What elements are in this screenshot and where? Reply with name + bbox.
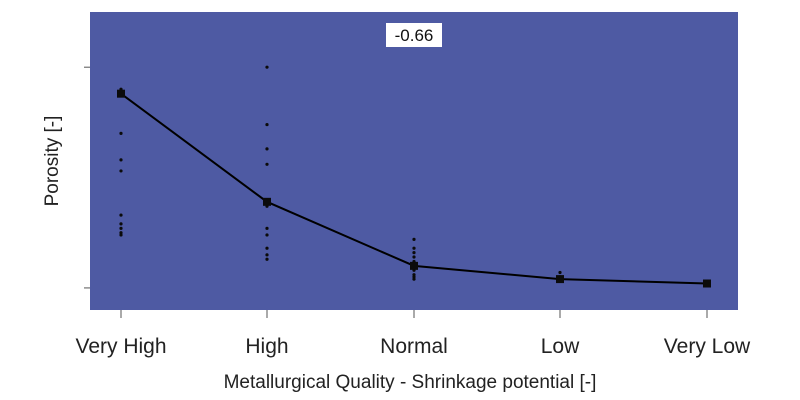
series-markers	[117, 89, 711, 288]
scatter-point	[265, 65, 269, 69]
scatter-point	[119, 231, 123, 235]
x-axis-title: Metallurgical Quality - Shrinkage potent…	[224, 372, 597, 393]
x-tick-label: High	[245, 335, 288, 358]
scatter-point	[265, 226, 269, 230]
scatter-point	[119, 158, 123, 162]
scatter-point	[119, 213, 123, 217]
x-tick-label: Normal	[380, 335, 448, 358]
scatter-point	[412, 273, 416, 277]
correlation-annotation: -0.66	[386, 23, 442, 47]
scatter-point	[265, 257, 269, 261]
data-point-1	[263, 197, 271, 206]
correlation-value: -0.66	[395, 26, 434, 45]
data-point-3	[556, 275, 564, 284]
scatter-point	[412, 255, 416, 259]
data-point-0	[117, 89, 125, 98]
scatter-point	[412, 277, 416, 281]
scatter-point	[265, 162, 269, 166]
scatter-point	[412, 251, 416, 255]
scatter-point	[412, 246, 416, 250]
scatter-point	[558, 270, 562, 275]
y-axis-title: Porosity [-]	[42, 116, 63, 207]
scatter-point	[265, 246, 269, 250]
scatter-point	[265, 122, 269, 127]
x-tick-labels: Very High High Normal Low Very Low	[75, 335, 751, 358]
scatter-point	[265, 233, 269, 237]
x-tick-label: Very Low	[664, 335, 751, 358]
scatter-point	[265, 147, 269, 151]
scatter-point	[412, 275, 416, 279]
y-axis-ticks	[84, 66, 90, 289]
scatter-point	[119, 226, 123, 230]
scatter-point	[119, 233, 123, 237]
x-tick-label: Low	[541, 335, 580, 358]
x-tick-label: Very High	[75, 335, 166, 358]
scatter-point	[119, 169, 123, 173]
x-axis-ticks	[120, 310, 708, 318]
correlation-box	[386, 23, 442, 47]
data-point-4	[703, 279, 711, 288]
scatter-point	[119, 131, 123, 136]
scatter-point	[412, 237, 416, 241]
data-point-2	[410, 261, 418, 270]
scatter-point	[265, 253, 269, 257]
scatter-point	[119, 222, 123, 226]
